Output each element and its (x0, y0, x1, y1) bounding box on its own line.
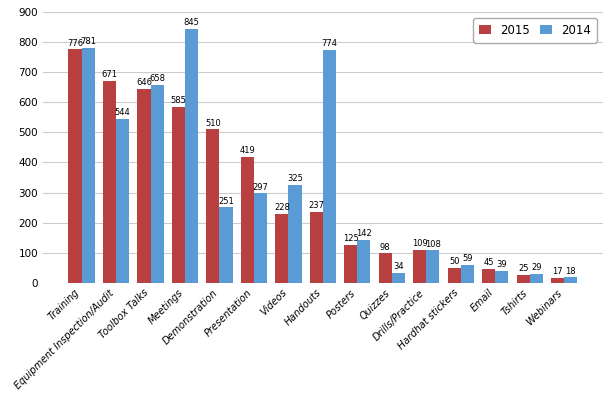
Text: 50: 50 (449, 257, 459, 266)
Text: 845: 845 (184, 18, 199, 27)
Text: 17: 17 (552, 267, 563, 276)
Text: 125: 125 (343, 234, 359, 243)
Bar (357, 240, 370, 283)
Bar (185, 29, 198, 283)
Text: 658: 658 (149, 74, 165, 83)
Bar (448, 268, 461, 283)
Text: 419: 419 (239, 146, 255, 155)
Text: 776: 776 (67, 39, 83, 48)
Bar (254, 194, 267, 283)
Text: 671: 671 (101, 70, 117, 79)
Bar (82, 48, 95, 283)
Text: 18: 18 (565, 267, 576, 276)
Text: 29: 29 (531, 263, 541, 272)
Text: 646: 646 (136, 78, 152, 87)
Bar (103, 81, 116, 283)
Bar (137, 88, 151, 283)
Bar (241, 157, 254, 283)
Text: 237: 237 (308, 201, 324, 210)
Text: 25: 25 (518, 265, 528, 274)
Bar (495, 271, 509, 283)
Bar (116, 119, 129, 283)
Bar (207, 129, 220, 283)
Bar (482, 269, 495, 283)
Bar (551, 278, 564, 283)
Bar (392, 273, 405, 283)
Bar (413, 250, 426, 283)
Bar (379, 253, 392, 283)
Bar (517, 275, 530, 283)
Text: 325: 325 (287, 174, 303, 183)
Text: 108: 108 (425, 240, 441, 248)
Bar (68, 49, 82, 283)
Text: 228: 228 (274, 204, 290, 213)
Bar (276, 214, 288, 283)
Text: 585: 585 (170, 96, 186, 105)
Text: 59: 59 (462, 254, 472, 263)
Bar (323, 50, 336, 283)
Bar (220, 207, 232, 283)
Bar (344, 245, 357, 283)
Text: 781: 781 (80, 37, 96, 46)
Bar (426, 250, 439, 283)
Text: 544: 544 (115, 108, 130, 118)
Bar (530, 274, 543, 283)
Text: 45: 45 (483, 259, 494, 267)
Bar (461, 265, 474, 283)
Text: 98: 98 (380, 242, 391, 252)
Text: 109: 109 (412, 239, 427, 248)
Text: 34: 34 (393, 262, 403, 271)
Bar (151, 85, 164, 283)
Text: 510: 510 (205, 119, 221, 128)
Bar (172, 107, 185, 283)
Bar (288, 185, 301, 283)
Text: 39: 39 (496, 260, 507, 269)
Text: 251: 251 (218, 196, 234, 206)
Bar (310, 212, 323, 283)
Text: 142: 142 (356, 229, 372, 238)
Text: 297: 297 (253, 183, 268, 191)
Bar (564, 278, 577, 283)
Text: 774: 774 (322, 39, 338, 48)
Legend: 2015, 2014: 2015, 2014 (474, 18, 597, 43)
